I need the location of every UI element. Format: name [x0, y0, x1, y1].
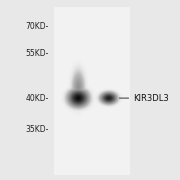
- Text: 55KD-: 55KD-: [25, 49, 49, 58]
- Bar: [54, 7, 130, 175]
- Text: 40KD-: 40KD-: [25, 94, 49, 103]
- Text: 35KD-: 35KD-: [25, 125, 49, 134]
- Text: 70KD-: 70KD-: [25, 22, 49, 31]
- Text: HepG2: HepG2: [76, 0, 101, 1]
- Text: KIR3DL3: KIR3DL3: [133, 94, 169, 103]
- Text: SGC-7901: SGC-7901: [103, 0, 137, 1]
